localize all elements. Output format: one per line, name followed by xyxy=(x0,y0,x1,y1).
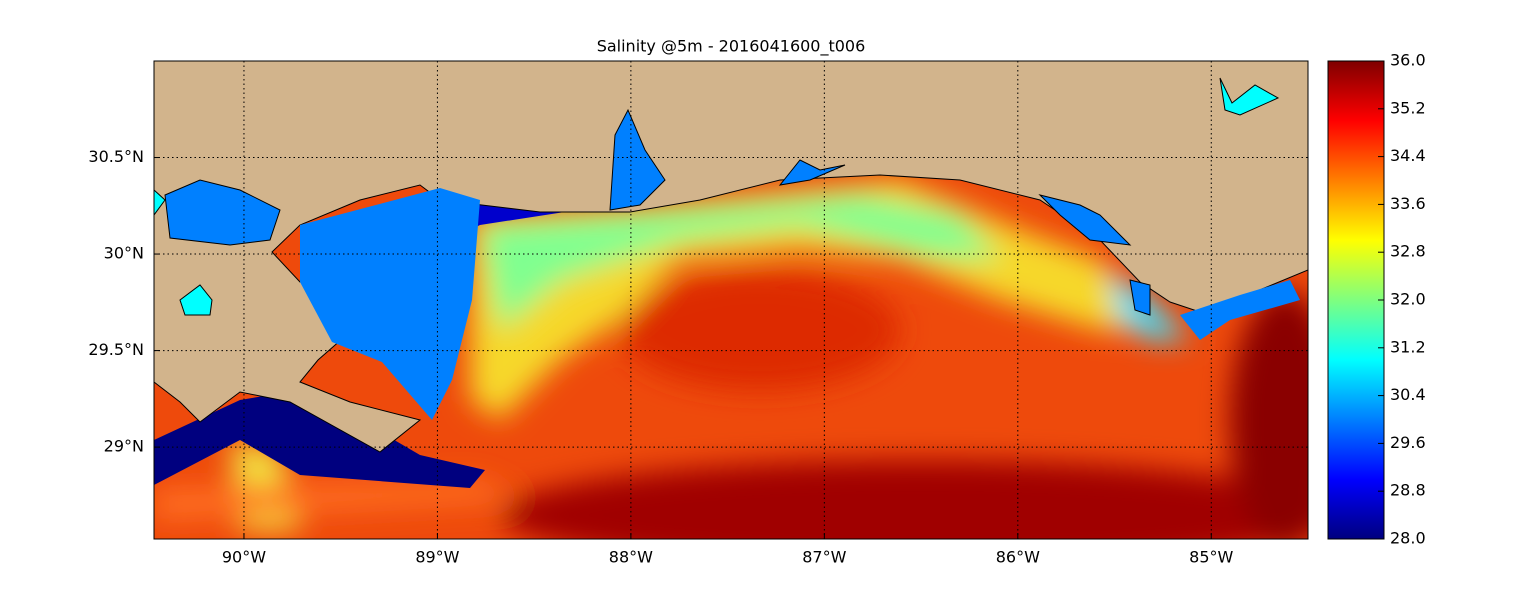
colorbar xyxy=(1327,60,1385,540)
colorbar-tick-label: 30.4 xyxy=(1390,385,1426,404)
x-tick-label: 89°W xyxy=(415,548,459,567)
x-tick-label: 88°W xyxy=(609,548,653,567)
colorbar-tick-label: 35.2 xyxy=(1390,98,1426,117)
colorbar-tick-label: 28.0 xyxy=(1390,529,1426,548)
x-tick-label: 90°W xyxy=(222,548,266,567)
colorbar-tick-label: 34.4 xyxy=(1390,146,1426,165)
colorbar-tick-label: 32.0 xyxy=(1390,290,1426,309)
x-tick-label: 86°W xyxy=(996,548,1040,567)
y-tick-label: 29.5°N xyxy=(88,340,144,359)
colorbar-tick-label: 36.0 xyxy=(1390,51,1426,70)
plot-frame xyxy=(153,60,1309,540)
chart-title: Salinity @5m - 2016041600_t006 xyxy=(597,37,866,57)
colorbar-tick-label: 33.6 xyxy=(1390,194,1426,213)
colorbar-tick-label: 28.8 xyxy=(1390,481,1426,500)
salinity-field xyxy=(154,61,1308,539)
y-tick-label: 30.5°N xyxy=(88,147,144,166)
x-tick-label: 85°W xyxy=(1189,548,1233,567)
y-tick-label: 29°N xyxy=(104,437,144,456)
y-tick-label: 30°N xyxy=(104,244,144,263)
colorbar-tick-label: 29.6 xyxy=(1390,433,1426,452)
colorbar-tick-label: 31.2 xyxy=(1390,337,1426,356)
colorbar-tick-label: 32.8 xyxy=(1390,242,1426,261)
x-tick-label: 87°W xyxy=(802,548,846,567)
